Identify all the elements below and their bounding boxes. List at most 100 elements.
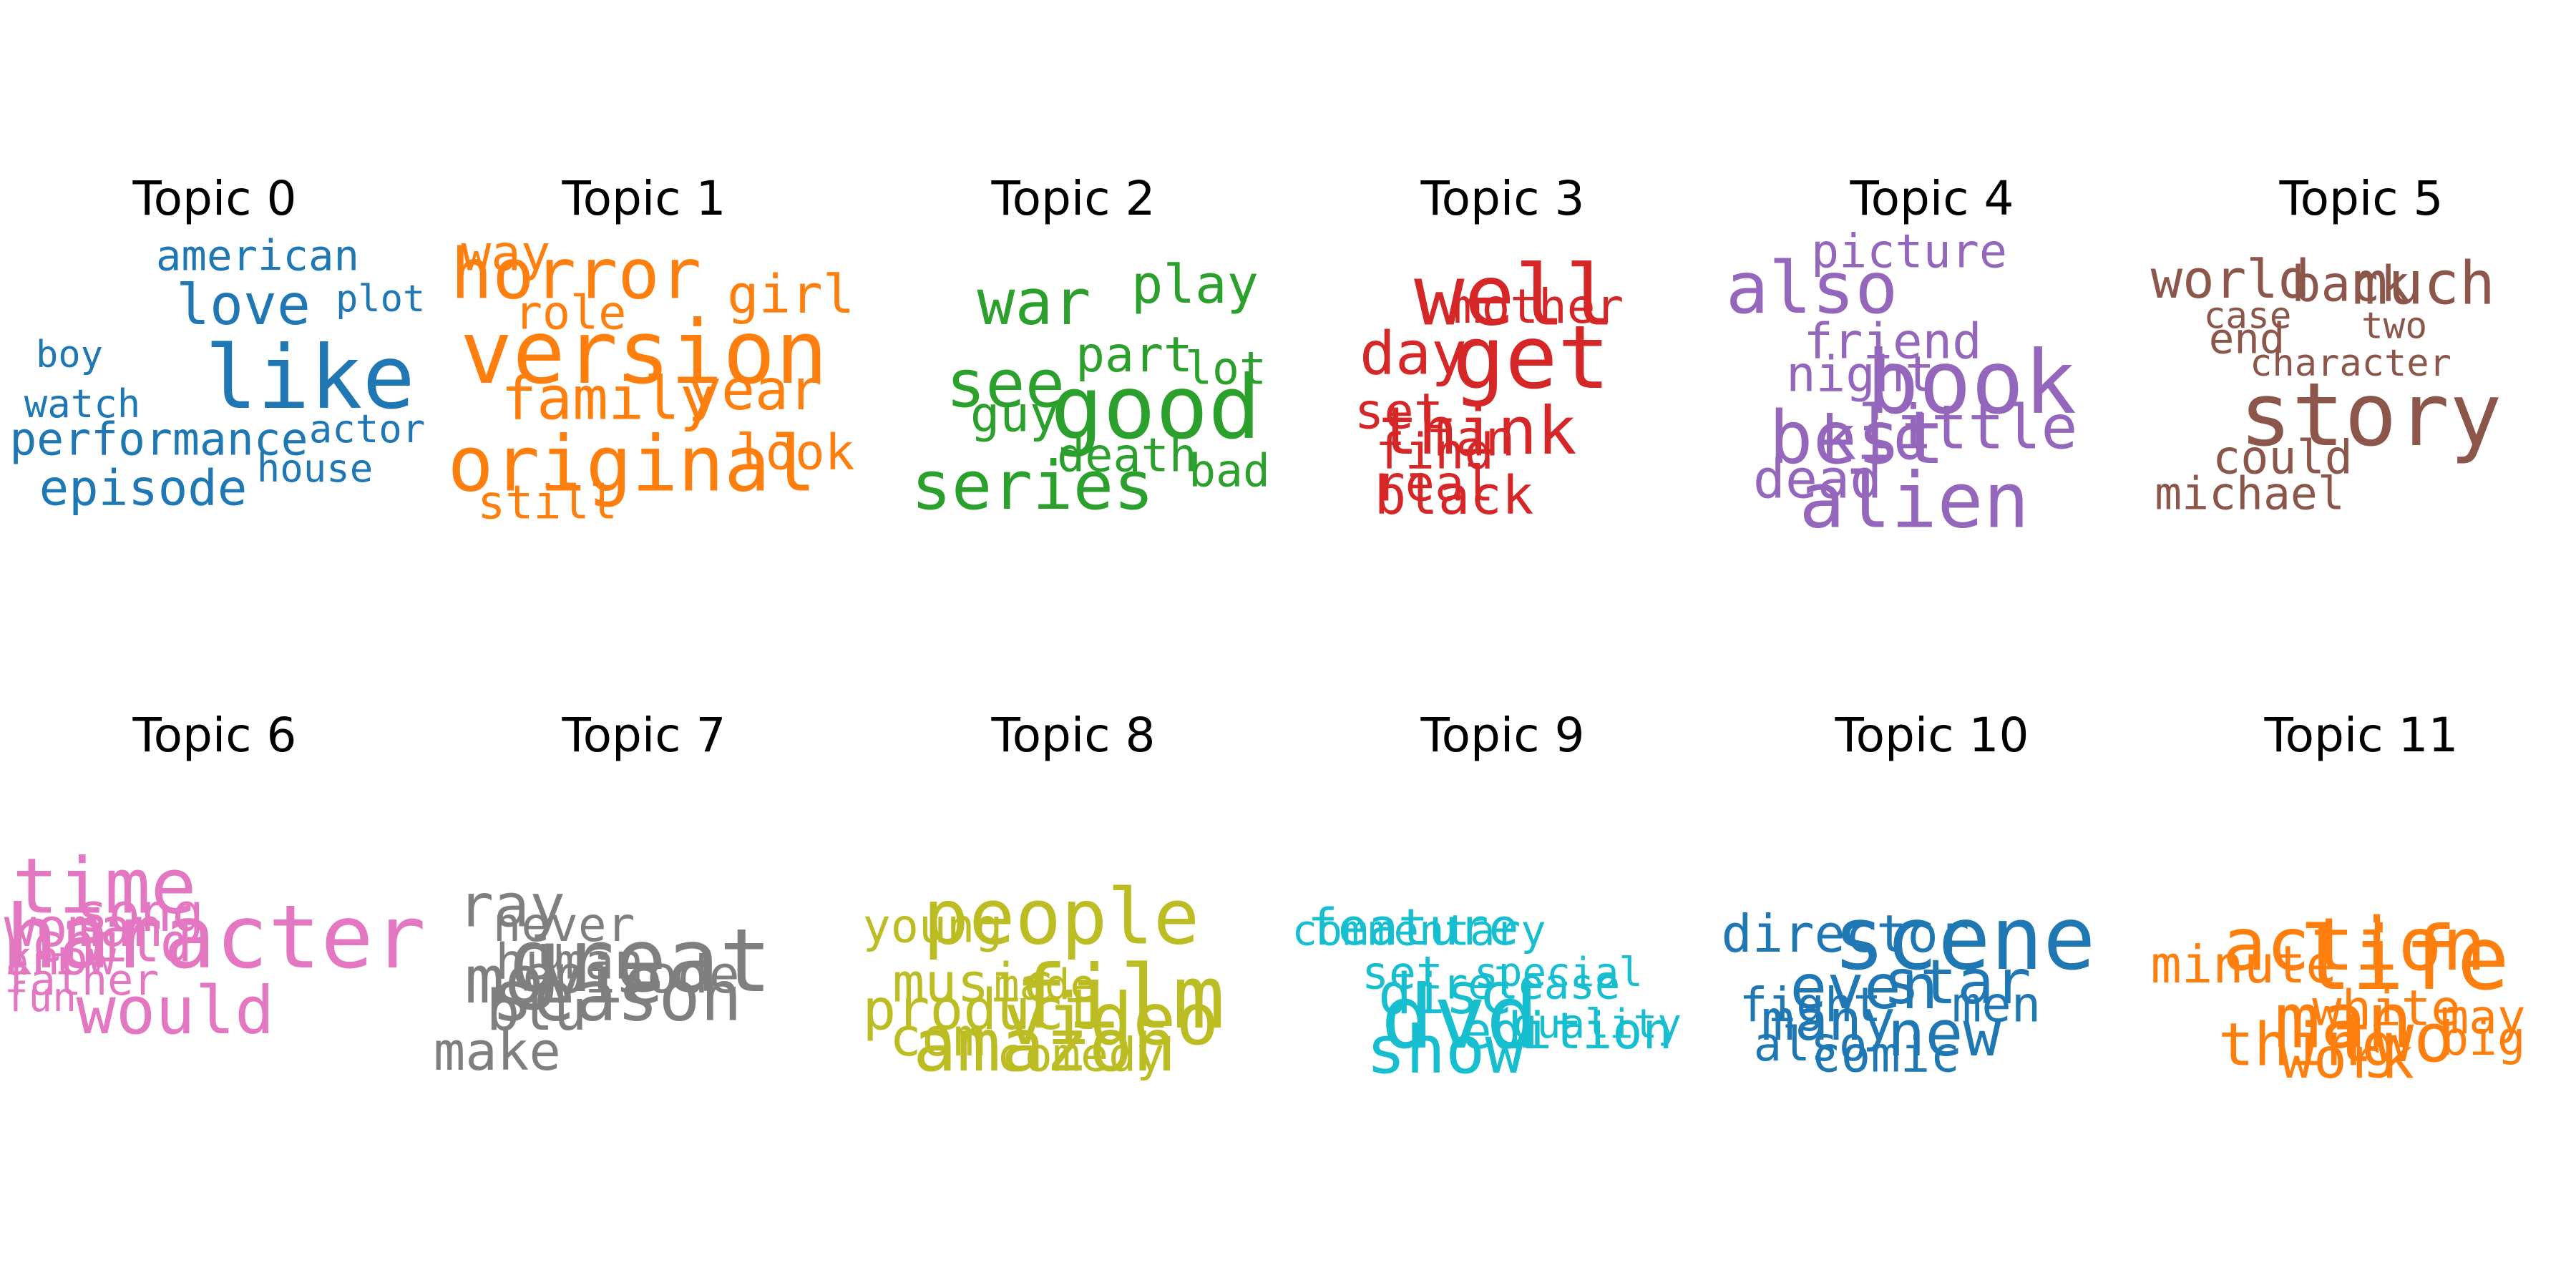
topic-panel-1: Topic 1 version original horror family year gi…	[429, 0, 859, 527]
word-cloud-term: see	[945, 346, 1065, 422]
word-cloud-term: thing	[2218, 1010, 2397, 1080]
word-cloud-term: character	[2250, 342, 2451, 385]
topic-panel-3: Topic 3 get well think day black fan set find rea…	[1288, 0, 1717, 523]
word-cloud-term: end	[2208, 313, 2285, 364]
word-cloud-term: set	[1354, 383, 1444, 441]
word-cloud: dvd show disc edition feature set commentary re…	[1288, 537, 1717, 1083]
word-cloud-term: kid	[1820, 403, 1930, 474]
word-cloud-term: horror	[450, 233, 702, 315]
panel-title: Topic 3	[1420, 171, 1585, 226]
panel-title: Topic 5	[2279, 171, 2444, 226]
word-cloud-term: comic	[1811, 1026, 1960, 1084]
word-cloud-term: special	[1473, 950, 1644, 996]
word-cloud-term: quality	[1512, 1001, 1682, 1048]
word-cloud-term: real	[1375, 455, 1495, 513]
word-cloud-term: guy	[970, 386, 1060, 444]
word-cloud-term: time	[12, 842, 197, 932]
word-cloud-term: love	[176, 273, 311, 338]
word-cloud-term: also	[1753, 1017, 1868, 1072]
topic-panel-5: Topic 5 story much world back could michael end…	[2147, 0, 2576, 517]
word-cloud-term: would	[76, 972, 275, 1049]
word-cloud-term: commentary	[1292, 905, 1546, 955]
word-cloud-term: man	[2274, 977, 2413, 1066]
topic-panel-2: Topic 2 good series see war play guy part death l…	[859, 0, 1288, 520]
word-cloud-term: fan	[1425, 410, 1516, 468]
word-cloud-term: picture	[1811, 225, 2007, 279]
word-cloud-term: case	[2203, 295, 2292, 338]
word-cloud-term: music	[892, 951, 1054, 1015]
word-cloud-term: comedy	[996, 1028, 1165, 1083]
word-cloud-term: like	[205, 327, 415, 429]
word-cloud: like love episode performance american actor w…	[0, 0, 429, 514]
word-cloud: good series see war play guy part death lot bad	[859, 0, 1288, 520]
word-cloud-term: series	[911, 447, 1154, 525]
topic-panel-11: Topic 11 life man action two thing work minute w…	[2147, 537, 2576, 1088]
word-cloud-term: house	[256, 446, 374, 491]
word-cloud-term: night	[1786, 346, 1935, 404]
panel-title: Topic 10	[1835, 708, 2029, 763]
word-cloud-term: song	[76, 882, 205, 944]
word-cloud-term: scene	[1833, 888, 2096, 990]
panel-title: Topic 8	[991, 708, 1156, 763]
word-cloud-term: young	[862, 899, 1003, 954]
topic-panel-4: Topic 4 book alien best also little kid dead fri…	[1717, 0, 2147, 540]
word-cloud-term: michael	[2155, 467, 2345, 520]
word-cloud-term: white	[2312, 980, 2461, 1038]
word-cloud-term: american	[155, 230, 360, 280]
word-cloud-term: watch	[24, 381, 141, 426]
word-cloud-term: family	[501, 364, 716, 434]
topic-panel-7: Topic 7 great season movie ray blu make episode…	[429, 537, 859, 1079]
word-cloud-term: plot	[335, 278, 426, 321]
topic-panel-6: Topic 6 character time would child woman song k…	[0, 537, 429, 1044]
topic-panel-10: Topic 10 scene new even star many director comi…	[1717, 537, 2147, 1080]
word-cloud-term: girl	[727, 264, 855, 326]
word-cloud-term: day	[1360, 318, 1467, 389]
word-cloud-term: think	[1378, 393, 1577, 469]
word-cloud-term: much	[2352, 248, 2495, 318]
word-cloud-term: big	[2440, 1011, 2526, 1066]
word-cloud-term: character	[0, 887, 426, 988]
word-cloud-term: world	[2150, 249, 2311, 311]
word-cloud-term: war	[977, 265, 1091, 339]
word-cloud-term: set	[1362, 947, 1443, 1000]
word-cloud-term: ray	[458, 871, 565, 941]
word-cloud-term: father	[4, 955, 160, 1005]
word-cloud-term: bad	[1189, 444, 1270, 497]
word-cloud-term: never	[492, 897, 635, 952]
panel-title: Topic 9	[1420, 708, 1585, 763]
word-cloud-term: know	[4, 932, 117, 986]
word-cloud-term: dvd	[1380, 967, 1539, 1068]
word-cloud-term: release	[1442, 959, 1621, 1009]
word-cloud-term: dead	[1752, 447, 1883, 511]
word-cloud-term: human	[495, 933, 644, 991]
topic-panel-0: Topic 0 like love episode performance america…	[0, 0, 429, 514]
word-cloud-term: made	[993, 960, 1096, 1010]
word-cloud-term: com	[889, 1007, 985, 1068]
word-cloud: scene new even star many director comic men figh…	[1717, 537, 2147, 1080]
word-cloud-term: role	[514, 286, 627, 341]
word-cloud-term: life	[2299, 908, 2509, 1010]
panel-title: Topic 0	[132, 171, 297, 226]
word-cloud-term: work	[2280, 1027, 2414, 1091]
word-cloud-term: great	[509, 910, 772, 1012]
panel-title: Topic 7	[562, 708, 726, 763]
word-cloud-term: season	[491, 955, 743, 1037]
word-cloud-term: art	[6, 939, 76, 984]
word-cloud-term: make	[433, 1021, 561, 1083]
word-cloud: film people amazon video product music com come…	[859, 537, 1288, 1083]
word-cloud-term: book	[1866, 332, 2077, 434]
word-cloud-term: actor	[308, 406, 426, 452]
panel-title: Topic 2	[991, 171, 1156, 226]
word-cloud-term: best	[1769, 396, 1945, 481]
word-cloud-term: episode	[522, 945, 740, 1005]
word-cloud-term: woman	[4, 897, 164, 959]
word-cloud-term: good	[1050, 357, 1261, 459]
word-cloud-term: mother	[1453, 279, 1624, 334]
panel-title: Topic 1	[562, 171, 726, 226]
word-cloud-term: black	[1374, 465, 1534, 527]
word-cloud-term: even	[1790, 952, 1938, 1023]
panel-title: Topic 6	[132, 708, 297, 763]
word-cloud-term: little	[1858, 392, 2078, 464]
word-cloud-term: performance	[9, 413, 308, 466]
